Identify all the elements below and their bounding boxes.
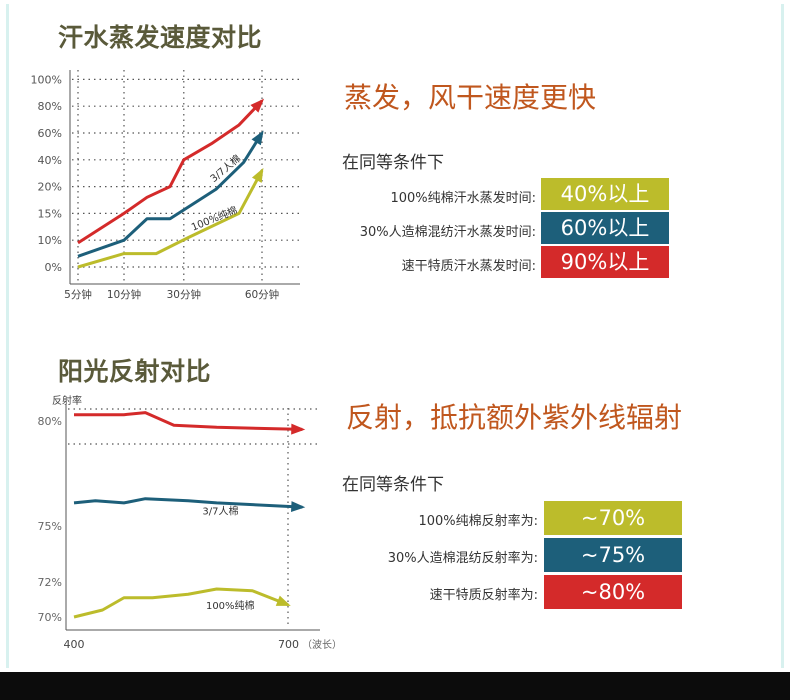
y-tick-label: 20% bbox=[38, 181, 62, 194]
row-label-blend-reflect: 30%人造棉混纺反射率为: bbox=[387, 551, 538, 566]
row-label-blend: 30%人造棉混纺汗水蒸发时间: bbox=[359, 225, 536, 240]
y-tick-label: 60% bbox=[38, 127, 62, 140]
badge-cotton: 40%以上 bbox=[541, 178, 669, 210]
section1-title: 汗水蒸发速度对比 bbox=[58, 23, 263, 52]
series-line-2 bbox=[73, 587, 289, 619]
series-line-1 bbox=[73, 497, 303, 509]
section2-condition: 在同等条件下 bbox=[342, 475, 444, 495]
y-tick-label: 72% bbox=[38, 576, 62, 589]
series-label: 100%纯棉 bbox=[206, 599, 255, 612]
y-tick-label: 15% bbox=[38, 207, 62, 220]
badge-quickdry-reflect: ~80% bbox=[544, 575, 682, 609]
series-line-1 bbox=[77, 132, 264, 258]
series-arrow-1 bbox=[251, 130, 264, 146]
y-tick-label: 40% bbox=[38, 154, 62, 167]
y-tick-label: 70% bbox=[38, 611, 62, 624]
y-tick-label: 0% bbox=[45, 261, 62, 274]
series-label: 3/7人棉 bbox=[202, 504, 238, 517]
row-label-cotton-reflect: 100%纯棉反射率为: bbox=[418, 514, 538, 529]
section1-condition: 在同等条件下 bbox=[342, 153, 444, 173]
badge-blend-reflect: ~75% bbox=[544, 538, 682, 572]
x-tick-label: 400 bbox=[64, 638, 85, 651]
series-arrow-1 bbox=[291, 501, 306, 513]
y-axis-label: 反射率 bbox=[52, 394, 82, 407]
series-arrow-0 bbox=[250, 98, 265, 113]
evaporation-chart: 0%10%15%20%40%60%80%100%5分钟 10分钟 30分钟 60分钟3… bbox=[31, 70, 300, 301]
row-label-cotton: 100%纯棉汗水蒸发时间: bbox=[390, 191, 536, 206]
row-label-quickdry: 速干特质汗水蒸发时间: bbox=[401, 259, 536, 274]
y-tick-label: 80% bbox=[38, 415, 62, 428]
series-line-0 bbox=[74, 411, 303, 431]
x-tick-label: 5分钟 bbox=[64, 288, 92, 301]
section2-headline: 反射，抵抗额外紫外线辐射 bbox=[346, 401, 683, 434]
x-tick-label: 60分钟 bbox=[245, 288, 279, 301]
y-tick-label: 80% bbox=[38, 100, 62, 113]
x-tick-label: 700 bbox=[278, 638, 299, 651]
section1-headline: 蒸发，风干速度更快 bbox=[344, 81, 597, 114]
x-axis-label: （波长） bbox=[302, 638, 342, 651]
series-arrow-2 bbox=[251, 167, 264, 183]
series-line-0 bbox=[77, 99, 264, 245]
badge-cotton-reflect: ~70% bbox=[544, 501, 682, 535]
y-tick-label: 100% bbox=[31, 73, 62, 86]
reflection-chart: 反射率 80% 75% 72% 70% 400 700 （波长） 3/7人棉 100%纯棉 bbox=[38, 394, 342, 651]
series-arrow-0 bbox=[291, 423, 306, 435]
x-tick-label: 30分钟 bbox=[167, 288, 201, 301]
row-label-quickdry-reflect: 速干特质反射率为: bbox=[429, 588, 538, 603]
series-line-2 bbox=[77, 169, 264, 269]
y-tick-label: 10% bbox=[38, 234, 62, 247]
series-arrow-2 bbox=[275, 595, 291, 606]
section2-title: 阳光反射对比 bbox=[58, 357, 212, 386]
bottom-bar bbox=[0, 672, 790, 700]
x-tick-label: 10分钟 bbox=[107, 288, 141, 301]
badge-quickdry: 90%以上 bbox=[541, 246, 669, 278]
badge-blend: 60%以上 bbox=[541, 212, 669, 244]
y-tick-label: 75% bbox=[38, 520, 62, 533]
